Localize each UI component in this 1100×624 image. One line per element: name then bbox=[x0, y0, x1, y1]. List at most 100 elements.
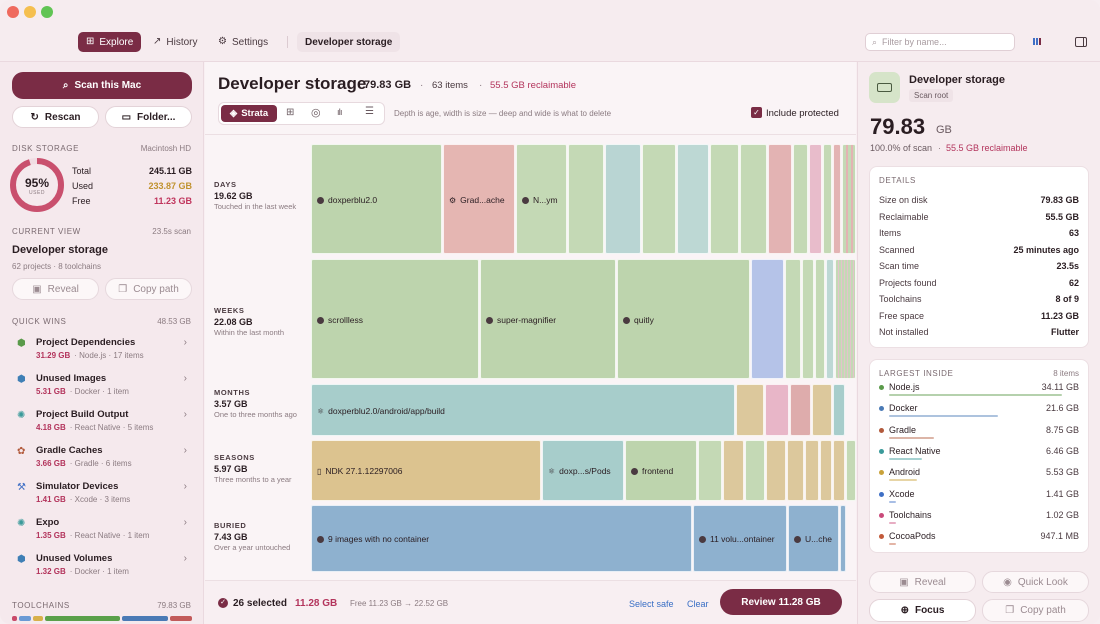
block-months-2[interactable] bbox=[736, 384, 764, 436]
chart-style-icon[interactable] bbox=[1033, 38, 1041, 45]
block-seasons-4[interactable] bbox=[698, 440, 722, 501]
view-list-icon[interactable]: ☰ bbox=[365, 106, 374, 117]
quick-win-item[interactable]: ⬢ Unused Volumes 1.32 GB · Docker · 1 item › bbox=[17, 553, 187, 576]
largest-item[interactable]: Android 5.53 GB bbox=[879, 467, 1079, 485]
largest-item[interactable]: Gradle 8.75 GB bbox=[879, 425, 1079, 443]
block-seasons-7[interactable] bbox=[766, 440, 786, 501]
block-docker-volumes[interactable]: 11 volu...ontainer bbox=[693, 505, 787, 572]
block-days-6[interactable] bbox=[642, 144, 676, 254]
block-days-13[interactable] bbox=[823, 144, 832, 254]
block-seasons-9[interactable] bbox=[805, 440, 819, 501]
block-weeks-6[interactable] bbox=[802, 259, 814, 379]
block-days-4[interactable] bbox=[568, 144, 604, 254]
block-seasons-12[interactable] bbox=[846, 440, 856, 501]
layers-icon: ◈ bbox=[229, 108, 238, 119]
select-safe-link[interactable]: Select safe bbox=[629, 599, 674, 609]
largest-item[interactable]: Toolchains 1.02 GB bbox=[879, 510, 1079, 528]
block-days-7[interactable] bbox=[677, 144, 709, 254]
largest-item[interactable]: React Native 6.46 GB bbox=[879, 446, 1079, 464]
copy-path-button[interactable]: ❐ Copy path bbox=[105, 278, 192, 300]
block-seasons-8[interactable] bbox=[787, 440, 804, 501]
search-input[interactable]: ⌕ Filter by name... bbox=[865, 33, 1015, 51]
block-weeks-4[interactable] bbox=[751, 259, 784, 379]
block-buried-4[interactable] bbox=[840, 505, 846, 572]
block-pods[interactable]: ⚛ doxp...s/Pods bbox=[542, 440, 624, 501]
quick-win-item[interactable]: ⬢ Unused Images 5.31 GB · Docker · 1 item › bbox=[17, 373, 187, 396]
free-change: Free 11.23 GB → 22.52 GB bbox=[350, 599, 449, 608]
reveal-button[interactable]: ▣ Reveal bbox=[12, 278, 99, 300]
view-bars-icon[interactable]: ıIı bbox=[337, 107, 342, 117]
rescan-button[interactable]: ↻ Rescan bbox=[12, 106, 99, 128]
block-cache[interactable]: U...che bbox=[788, 505, 839, 572]
chevron-right-icon: › bbox=[183, 553, 187, 564]
inspector-copy-path-button[interactable]: ❐ Copy path bbox=[982, 599, 1089, 622]
block-docker-images[interactable]: 9 images with no container bbox=[311, 505, 692, 572]
size-bar bbox=[889, 415, 998, 418]
block-days-5[interactable] bbox=[605, 144, 641, 254]
disk-total: 245.11 GB bbox=[148, 166, 192, 176]
block-super-magnifier[interactable]: super-magnifier bbox=[480, 259, 616, 379]
block-months-6[interactable] bbox=[833, 384, 845, 436]
block-seasons-10[interactable] bbox=[820, 440, 832, 501]
block-seasons-6[interactable] bbox=[745, 440, 765, 501]
scan-mac-button[interactable]: ⌕ Scan this Mac bbox=[12, 72, 192, 99]
tab-history[interactable]: ↗ History bbox=[153, 36, 198, 48]
largest-item[interactable]: Xcode 1.41 GB bbox=[879, 489, 1079, 507]
clear-link[interactable]: Clear bbox=[687, 599, 709, 609]
block-days-11[interactable] bbox=[793, 144, 808, 254]
block-days-14[interactable] bbox=[833, 144, 841, 254]
block-weeks-7[interactable] bbox=[815, 259, 825, 379]
block-frontend[interactable]: frontend bbox=[625, 440, 697, 501]
block-weeks-5[interactable] bbox=[785, 259, 801, 379]
view-switcher: ◈ Strata ⊞ ◎ ıIı ☰ bbox=[218, 102, 385, 125]
quick-wins-total: 48.53 GB bbox=[157, 317, 191, 326]
cube-icon bbox=[794, 535, 801, 543]
current-view-title: Developer storage bbox=[12, 244, 108, 256]
review-button[interactable]: Review 11.28 GB bbox=[720, 589, 842, 615]
block-weeks-9[interactable] bbox=[835, 259, 856, 379]
block-doxperblu[interactable]: doxperblu2.0 bbox=[311, 144, 442, 254]
view-strata-button[interactable]: ◈ Strata bbox=[221, 105, 277, 122]
block-days-15[interactable] bbox=[842, 144, 856, 254]
quick-win-item[interactable]: ✺ Expo 1.35 GB · React Native · 1 item › bbox=[17, 517, 187, 540]
block-months-3[interactable] bbox=[765, 384, 789, 436]
view-grid-icon[interactable]: ⊞ bbox=[286, 107, 295, 118]
block-quitly[interactable]: quitly bbox=[617, 259, 750, 379]
tab-explore[interactable]: ⊞ Explore bbox=[78, 32, 142, 52]
color-dot-icon bbox=[879, 406, 884, 412]
zoom-window-button[interactable] bbox=[41, 6, 53, 18]
largest-item[interactable]: Docker 21.6 GB bbox=[879, 403, 1079, 421]
block-scrollless[interactable]: scrollless bbox=[311, 259, 479, 379]
minimize-window-button[interactable] bbox=[24, 6, 36, 18]
block-days-9[interactable] bbox=[740, 144, 767, 254]
focus-button[interactable]: ⊕ Focus bbox=[869, 599, 976, 622]
quick-look-button[interactable]: ◉ Quick Look bbox=[982, 571, 1089, 593]
gear-icon: ⚙ bbox=[218, 36, 227, 47]
block-days-10[interactable] bbox=[768, 144, 792, 254]
quick-win-item[interactable]: ⬢ Project Dependencies 31.29 GB · Node.js ·… bbox=[17, 337, 187, 360]
block-android-build[interactable]: ⚛ doxperblu2.0/android/app/build bbox=[311, 384, 735, 436]
block-months-5[interactable] bbox=[812, 384, 832, 436]
view-sunburst-icon[interactable]: ◎ bbox=[311, 107, 321, 119]
block-ndk[interactable]: ▯ NDK 27.1.12297006 bbox=[311, 440, 541, 501]
block-nym[interactable]: N...ym bbox=[516, 144, 567, 254]
block-weeks-8[interactable] bbox=[826, 259, 834, 379]
block-seasons-5[interactable] bbox=[723, 440, 744, 501]
inspector-reveal-button[interactable]: ▣ Reveal bbox=[869, 571, 976, 593]
largest-item[interactable]: CocoaPods 947.1 MB bbox=[879, 531, 1079, 549]
block-days-8[interactable] bbox=[710, 144, 739, 254]
block-gradle-cache[interactable]: ⚙ Grad...ache bbox=[443, 144, 515, 254]
quick-win-item[interactable]: ⚒ Simulator Devices 1.41 GB · Xcode · 3 ite… bbox=[17, 481, 187, 504]
block-months-4[interactable] bbox=[790, 384, 811, 436]
quick-win-item[interactable]: ✿ Gradle Caches 3.66 GB · Gradle · 6 items › bbox=[17, 445, 187, 468]
disk-percent-caption: USED bbox=[29, 190, 45, 196]
block-days-12[interactable] bbox=[809, 144, 822, 254]
include-protected-checkbox[interactable]: ✓ bbox=[751, 107, 762, 118]
largest-item[interactable]: Node.js 34.11 GB bbox=[879, 382, 1079, 400]
close-window-button[interactable] bbox=[7, 6, 19, 18]
folder-button[interactable]: ▭ Folder... bbox=[105, 106, 192, 128]
quick-win-item[interactable]: ✺ Project Build Output 4.18 GB · React Nati… bbox=[17, 409, 187, 432]
block-seasons-11[interactable] bbox=[833, 440, 845, 501]
sidebar-toggle-icon[interactable] bbox=[1075, 37, 1087, 47]
tab-settings[interactable]: ⚙ Settings bbox=[218, 36, 269, 48]
